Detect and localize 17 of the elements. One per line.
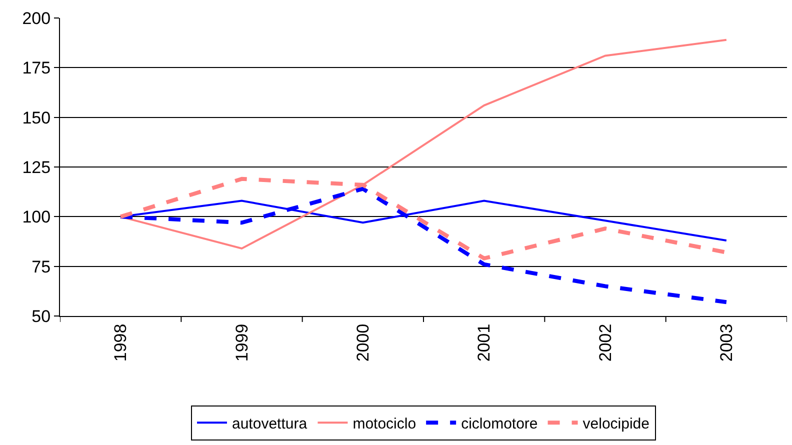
x-tick-label: 1998 xyxy=(111,324,130,362)
y-tick-label: 75 xyxy=(32,257,51,276)
legend-label: velocipide xyxy=(582,416,650,432)
y-tick-label: 125 xyxy=(22,158,51,177)
y-tick-label: 200 xyxy=(22,8,51,28)
legend-label: motociclo xyxy=(352,416,416,432)
x-tick-label: 2001 xyxy=(474,324,494,362)
x-tick-label: 2003 xyxy=(716,324,736,362)
x-tick-label: 2000 xyxy=(353,324,372,362)
x-tick-label: 1999 xyxy=(232,324,252,362)
y-tick-label: 150 xyxy=(22,108,51,128)
legend-label: autovettura xyxy=(232,416,308,432)
x-tick-label: 2002 xyxy=(596,324,615,362)
y-tick-label: 50 xyxy=(32,306,51,326)
y-tick-label: 175 xyxy=(22,58,51,78)
y-tick-label: 100 xyxy=(22,208,51,227)
legend-label: ciclomotore xyxy=(461,416,538,432)
